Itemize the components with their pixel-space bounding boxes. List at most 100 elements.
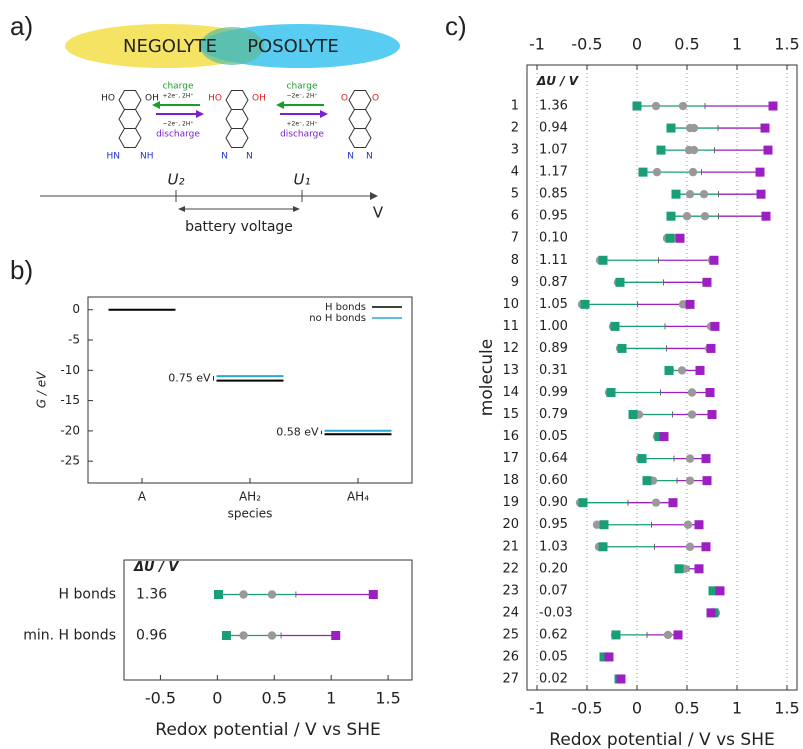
delta-u-label: 0.85: [539, 187, 568, 202]
square-marker: [703, 476, 712, 485]
atom-label: HO: [101, 94, 115, 104]
ring: [119, 110, 141, 129]
delta-u-label: 1.00: [539, 319, 568, 334]
square-marker: [702, 454, 711, 463]
atom-label: OH: [252, 94, 266, 104]
category-label: 2: [511, 121, 519, 136]
square-marker: [695, 564, 704, 573]
delta-u-label: 0.02: [539, 671, 568, 686]
discharge-label: discharge: [156, 130, 200, 140]
x-top-tick-label: -1: [529, 35, 545, 54]
u1-label: U₁: [294, 171, 311, 189]
delta-u-label: 0.20: [539, 561, 568, 576]
point: [664, 631, 672, 639]
square-marker: [669, 498, 678, 507]
arrow-head: [293, 206, 300, 212]
point: [683, 212, 691, 220]
ring: [226, 91, 248, 110]
category-label: min. H bonds: [23, 628, 116, 644]
point: [268, 631, 276, 639]
x-tick-label: 1: [732, 699, 742, 718]
point: [690, 146, 698, 154]
category-label: 20: [502, 517, 519, 532]
plot-frame: [88, 297, 412, 483]
square-marker: [674, 630, 683, 639]
square-marker: [696, 366, 705, 375]
point: [239, 631, 247, 639]
category-label: 18: [502, 473, 519, 488]
panel-label: b): [10, 255, 33, 285]
delta-u-header: ΔU / V: [536, 74, 580, 88]
u2-label: U₂: [168, 171, 185, 189]
square-marker: [331, 631, 340, 640]
point: [686, 454, 694, 462]
y-tick-label: -15: [60, 393, 80, 407]
delta-u-label: 0.05: [539, 649, 568, 664]
delta-u-label: 0.10: [539, 231, 568, 246]
delta-u-label: 1.03: [539, 539, 568, 554]
x-tick-label: 1: [326, 689, 336, 708]
x-tick-label: 1.5: [375, 689, 400, 708]
atom-label: O: [372, 94, 379, 104]
category-label: 7: [511, 231, 519, 246]
square-marker: [708, 410, 717, 419]
category-label: 10: [502, 297, 519, 312]
square-marker: [579, 498, 588, 507]
square-marker: [639, 168, 648, 177]
square-marker: [667, 212, 676, 221]
delta-u-header: ΔU / V: [133, 560, 179, 575]
square-marker: [214, 590, 223, 599]
square-marker: [616, 278, 625, 287]
charge-label: charge: [287, 82, 318, 92]
delta-u-label: 0.05: [539, 429, 568, 444]
delta-u-label: 0.90: [539, 495, 568, 510]
delta-u-label: 1.05: [539, 297, 568, 312]
delta-u-label: 1.11: [539, 253, 568, 268]
delta-u-label: 0.94: [539, 121, 568, 136]
point: [684, 521, 692, 529]
x-top-tick-label: 0.5: [674, 35, 699, 54]
ring: [349, 110, 371, 129]
y-tick-label: -5: [68, 333, 80, 347]
category-label: 14: [502, 385, 519, 400]
square-marker: [605, 652, 614, 661]
square-marker: [675, 564, 684, 573]
square-marker: [707, 608, 716, 617]
point: [679, 102, 687, 110]
delta-u-label: 0.07: [539, 583, 568, 598]
x-top-tick-label: 1: [732, 35, 742, 54]
arrow-head: [196, 110, 204, 118]
species-label: +2e⁻, 2H⁺: [286, 121, 317, 128]
arrow-head: [276, 101, 284, 109]
x-axis-label: species: [228, 507, 273, 521]
square-marker: [369, 590, 378, 599]
point: [689, 168, 697, 176]
legend-label: no H bonds: [309, 313, 366, 324]
square-marker: [638, 454, 647, 463]
category-label: 11: [502, 319, 519, 334]
square-marker: [676, 234, 685, 243]
delta-u-label: 1.36: [136, 587, 167, 603]
category-label: 12: [502, 341, 519, 356]
delta-u-label: 0.62: [539, 627, 568, 642]
x-top-tick-label: 1.5: [774, 35, 799, 54]
legend-label: H bonds: [325, 302, 366, 313]
y-tick-label: -25: [60, 454, 80, 468]
category-label: 24: [502, 605, 519, 620]
square-marker: [756, 168, 765, 177]
category-label: 27: [502, 671, 519, 686]
square-marker: [672, 190, 681, 199]
square-marker: [706, 388, 715, 397]
square-marker: [612, 630, 621, 639]
point: [268, 590, 276, 598]
delta-u-label: 0.95: [539, 517, 568, 532]
x-tick-label: 0: [212, 689, 222, 708]
x-tick-label: AH₄: [347, 490, 369, 504]
x-tick-label: AH₂: [239, 490, 261, 504]
square-marker: [667, 124, 676, 133]
arrow-head: [320, 110, 328, 118]
annotation: 0.58 eV: [276, 425, 319, 438]
category-label: 4: [511, 165, 519, 180]
square-marker: [702, 542, 711, 551]
